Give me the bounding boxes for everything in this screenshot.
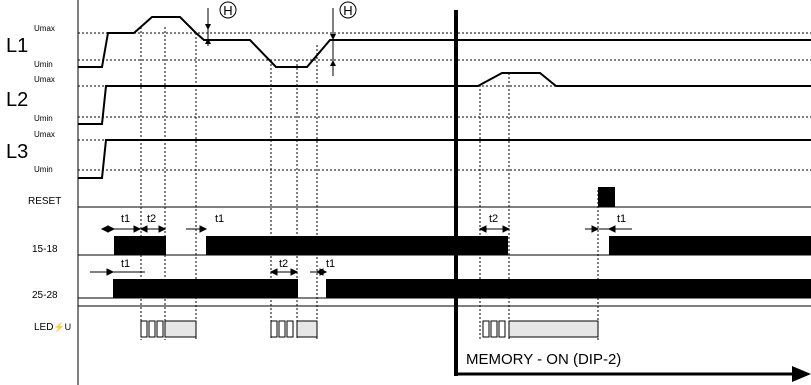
svg-text:t1: t1 [121, 258, 130, 270]
separators [77, 0, 811, 385]
l1-waveform [78, 16, 811, 68]
label-l2: L2 [6, 89, 28, 111]
led-indicators [140, 320, 599, 338]
svg-text:t1: t1 [215, 213, 224, 225]
label-reset: RESET [28, 196, 61, 207]
relay-15-18-track [78, 236, 811, 256]
timing-labels: t1 t2 t1 t2 t1 t1 t2 t1 [121, 213, 626, 270]
label-l3-umin: Umin [34, 165, 53, 174]
svg-text:t2: t2 [279, 258, 288, 270]
label-l1-umin: Umin [34, 60, 53, 69]
label-l3: L3 [6, 141, 28, 163]
reset-pulse [598, 187, 615, 207]
hysteresis-label-1: H [223, 3, 232, 18]
hysteresis-marker-2: H [330, 1, 357, 76]
memory-on-label: MEMORY - ON (DIP-2) [466, 351, 621, 368]
label-led: LED⚡U [34, 321, 71, 333]
label-l2-umax: Umax [34, 75, 55, 84]
label-l2-umin: Umin [34, 114, 53, 123]
memory-on-marker: MEMORY - ON (DIP-2) [454, 10, 811, 382]
relay-25-28-track [78, 279, 811, 299]
label-l1-umax: Umax [34, 24, 55, 33]
label-15-18: 15-18 [32, 244, 58, 255]
l3-waveform [78, 139, 811, 179]
label-25-28: 25-28 [32, 290, 58, 301]
svg-text:t2: t2 [489, 213, 498, 225]
label-l3-umax: Umax [34, 130, 55, 139]
label-l1: L1 [6, 35, 28, 57]
svg-text:t1: t1 [121, 213, 130, 225]
svg-text:t2: t2 [147, 213, 156, 225]
svg-text:t1: t1 [617, 213, 626, 225]
l2-waveform [78, 72, 811, 125]
svg-text:t1: t1 [326, 258, 335, 270]
timing-arrows [90, 225, 632, 276]
hysteresis-label-2: H [343, 3, 352, 18]
hysteresis-marker-1: H [205, 1, 237, 46]
